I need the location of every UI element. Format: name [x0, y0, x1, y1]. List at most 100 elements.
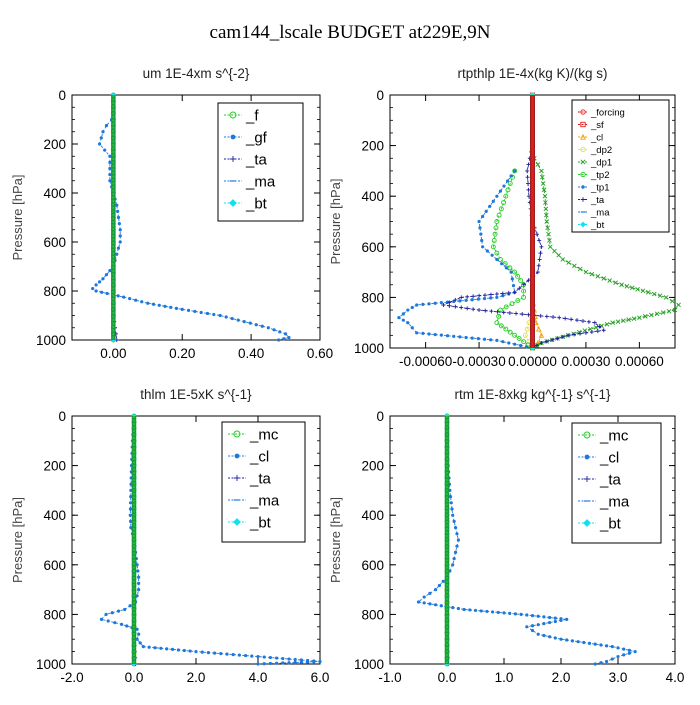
data-point	[525, 613, 529, 617]
y-axis-label: Pressure [hPa]	[328, 497, 343, 583]
chart-panel-3: thlm 1E-5xK s^{-1} Pressure [hPa] 0 200 400 6…	[10, 387, 329, 685]
data-point	[455, 544, 459, 548]
data-point	[610, 645, 614, 649]
data-point	[498, 189, 503, 193]
data-point	[534, 232, 539, 237]
data-point	[536, 632, 540, 636]
data-point	[494, 320, 500, 326]
data-point	[592, 320, 597, 325]
data-point	[478, 226, 482, 230]
legend-marker	[584, 454, 590, 460]
data-point	[521, 294, 527, 300]
data-point	[502, 611, 506, 615]
data-point	[230, 316, 234, 321]
data-point	[543, 212, 549, 218]
data-point	[118, 234, 122, 238]
legend-entry-tp2: _tp2	[578, 170, 610, 181]
y-tick-label: 200	[43, 459, 66, 474]
data-point	[453, 550, 458, 555]
data-point	[495, 257, 499, 262]
data-point	[583, 269, 589, 275]
data-point	[627, 648, 632, 652]
data-point	[477, 308, 482, 313]
data-point	[151, 302, 156, 306]
data-point	[597, 324, 602, 329]
legend-marker	[230, 134, 236, 140]
data-point	[651, 291, 657, 297]
legend-marker	[234, 475, 240, 481]
data-point	[495, 295, 499, 299]
data-point	[410, 326, 414, 330]
data-point	[540, 181, 546, 186]
data-point	[441, 302, 446, 307]
data-point	[206, 650, 210, 655]
data-point	[616, 654, 620, 659]
data-point	[595, 273, 601, 279]
data-point	[163, 304, 167, 308]
data-point	[506, 290, 511, 295]
data-point	[137, 588, 141, 592]
data-point	[533, 319, 539, 326]
data-point	[458, 335, 462, 339]
data-point	[657, 293, 663, 299]
data-point	[535, 162, 541, 167]
legend: _mc _cl _ta _ma _bt	[571, 422, 662, 544]
data-point	[199, 310, 203, 315]
y-axis-label: Pressure [hPa]	[10, 175, 25, 261]
data-point	[503, 304, 509, 310]
data-point	[153, 646, 157, 650]
legend-marker	[230, 156, 236, 162]
data-point	[521, 282, 526, 287]
data-point	[593, 662, 597, 666]
data-point	[488, 292, 493, 297]
data-point	[128, 513, 132, 517]
data-point	[539, 340, 544, 345]
data-point	[99, 136, 103, 140]
data-point	[406, 308, 410, 312]
data-point	[125, 624, 129, 628]
data-point	[622, 653, 626, 657]
series-tp1	[397, 169, 535, 350]
legend-marker	[584, 476, 590, 482]
legend-label: _ta	[245, 151, 268, 168]
data-point	[174, 306, 179, 310]
data-point	[526, 187, 531, 192]
data-point	[428, 591, 432, 595]
legend-label: _ma	[249, 492, 280, 509]
data-point	[570, 639, 575, 643]
data-point	[525, 168, 530, 173]
data-point	[601, 328, 606, 333]
legend-entry-sf: _sf	[578, 120, 604, 131]
data-point	[663, 295, 669, 300]
y-tick-label: 400	[43, 508, 66, 523]
x-tick-label: 0.40	[238, 346, 264, 361]
data-point	[566, 333, 571, 338]
data-point	[660, 310, 666, 315]
legend-entry-bt: _bt	[578, 220, 605, 231]
y-tick-label: 800	[43, 284, 66, 299]
legend-label: _mc	[249, 426, 279, 443]
legend-entry-cl: _cl	[578, 449, 619, 466]
data-point	[118, 228, 122, 232]
data-point	[123, 607, 127, 612]
data-point	[512, 290, 517, 295]
legend-marker	[229, 111, 237, 119]
legend-entry-mc: _mc	[578, 427, 629, 444]
data-point	[129, 495, 133, 499]
data-point	[275, 656, 279, 660]
y-tick-label: 800	[43, 607, 66, 622]
data-point	[141, 645, 145, 649]
data-point	[488, 204, 492, 208]
data-point	[135, 563, 139, 567]
data-point	[575, 318, 580, 323]
data-point	[629, 285, 635, 291]
y-tick-label: 200	[361, 139, 384, 154]
data-point	[546, 231, 551, 237]
data-point	[619, 282, 624, 288]
data-point	[256, 654, 260, 659]
data-point	[415, 331, 419, 335]
data-point	[560, 334, 565, 339]
legend-marker	[581, 185, 585, 189]
data-point	[136, 569, 140, 573]
data-point	[406, 321, 410, 325]
